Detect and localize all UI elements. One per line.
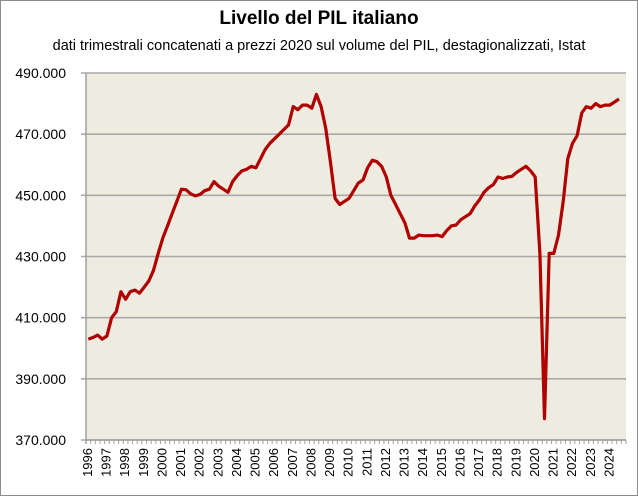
y-tick-label: 470.000 [15, 126, 66, 142]
x-tick-label: 2020 [527, 448, 542, 477]
x-tick-label: 2014 [415, 448, 430, 477]
x-tick-label: 2003 [210, 448, 225, 477]
x-tick-label: 2011 [359, 448, 374, 476]
x-tick-label: 2001 [173, 448, 188, 477]
x-tick-label: 2023 [583, 448, 598, 477]
x-tick-label: 2021 [546, 448, 561, 477]
x-tick-label: 2000 [154, 448, 169, 477]
x-axis-labels: 1996 1997 1998 1999 2000 2001 2002 2003 2004 2005… [80, 448, 616, 477]
x-tick-label: 2004 [229, 448, 244, 477]
gdp-line [87, 92, 620, 421]
y-axis-labels: 370.000 390.000 410.000 430.000 450.000 470.0… [15, 65, 66, 448]
x-tick-label: 2018 [490, 448, 505, 477]
x-tick-label: 2022 [564, 448, 579, 477]
x-tick-label: 2016 [452, 448, 467, 477]
axes [85, 73, 627, 444]
x-tick-label: 2010 [341, 448, 356, 477]
x-tick-label: 1998 [117, 448, 132, 477]
x-tick-label: 2007 [285, 448, 300, 477]
x-tick-label: 2019 [508, 448, 523, 477]
x-tick-label: 2017 [471, 448, 486, 477]
y-tick-label: 370.000 [15, 432, 66, 448]
x-tick-label: 2009 [322, 448, 337, 477]
x-tick-label: 2012 [378, 448, 393, 477]
x-tick-label: 1996 [80, 448, 95, 477]
x-tick-label: 1999 [136, 448, 151, 477]
y-tick-label: 410.000 [15, 310, 66, 326]
x-tick-label: 2015 [434, 448, 449, 477]
x-tick-label: 1997 [99, 448, 114, 477]
x-tick-label: 2002 [192, 448, 207, 477]
chart-title: Livello del PIL italiano [219, 8, 419, 29]
y-tick-label: 450.000 [15, 187, 66, 203]
y-tick-label: 490.000 [15, 65, 66, 81]
x-tick-label: 2008 [303, 448, 318, 477]
x-tick-label: 2006 [266, 448, 281, 477]
x-tick-label: 2005 [248, 448, 263, 477]
x-tick-label: 2013 [397, 448, 412, 477]
y-tick-label: 430.000 [15, 249, 66, 265]
x-tick-label: 2024 [601, 448, 616, 477]
y-tick-label: 390.000 [15, 371, 66, 387]
chart-subtitle: dati trimestrali concatenati a prezzi 20… [52, 38, 586, 54]
